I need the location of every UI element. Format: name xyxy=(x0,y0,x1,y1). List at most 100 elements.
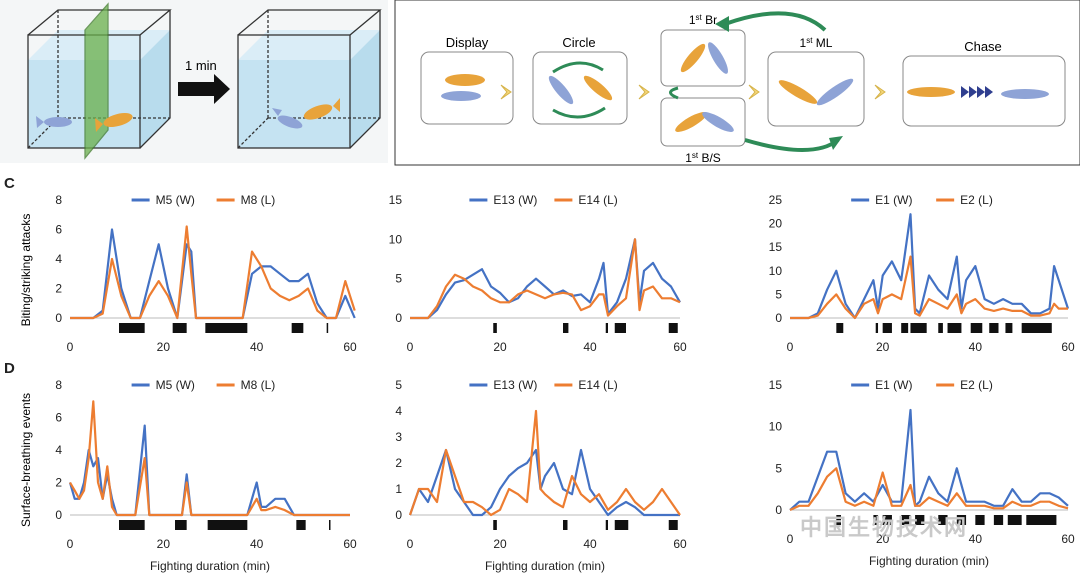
fish-right-orange xyxy=(303,98,340,120)
event-bar xyxy=(836,515,841,525)
event-bar xyxy=(605,323,608,333)
chevron-right-icon xyxy=(500,84,512,100)
legend-label: M8 (L) xyxy=(241,378,276,392)
x-tick-label: 0 xyxy=(67,340,74,354)
panel-label-c: C xyxy=(4,175,15,192)
event-bar xyxy=(956,515,967,525)
tank-illustration: 1 min xyxy=(27,2,382,160)
behavior-diagram: Display Circle 1st Br 1st B/S 1st ML xyxy=(394,0,1080,166)
fish-icon xyxy=(441,91,481,101)
y-tick-label: 2 xyxy=(395,456,402,470)
x-tick-label: 20 xyxy=(157,537,171,551)
fish-left-orange xyxy=(95,113,133,132)
x-tick-label: 0 xyxy=(407,537,414,551)
stage-display-label: Display xyxy=(446,35,489,50)
y-tick-label: 0 xyxy=(395,311,402,325)
y-tick-label: 10 xyxy=(389,232,403,246)
chart-c2: 0 5 10 15 0 20 40 60 E13 (W) E14 (L) xyxy=(389,193,687,354)
x-tick-label: 60 xyxy=(1061,532,1075,546)
event-bar xyxy=(326,323,329,333)
legend-label: E13 (W) xyxy=(493,193,537,207)
box-first-ml xyxy=(767,51,865,127)
event-bar xyxy=(175,520,187,530)
series-line-loser xyxy=(789,467,1069,512)
event-bar xyxy=(493,323,497,333)
y-tick-label: 3 xyxy=(395,430,402,444)
fish-icon xyxy=(907,87,955,97)
arrowhead-icon xyxy=(715,16,729,32)
event-bar xyxy=(1005,323,1013,333)
y-tick-label: 20 xyxy=(769,217,783,231)
series-line-winner xyxy=(70,228,356,320)
y-tick-label: 4 xyxy=(55,252,62,266)
circle-arrow-icon xyxy=(552,61,604,74)
fish-right-blue xyxy=(272,108,303,129)
y-tick-label: 8 xyxy=(55,193,62,207)
fish-icon xyxy=(583,75,613,101)
event-bar xyxy=(119,520,145,530)
legend-label: M5 (W) xyxy=(156,378,195,392)
box-chase xyxy=(902,55,1066,127)
event-bar xyxy=(882,515,892,525)
fish-icon xyxy=(445,74,485,86)
series-line-winner xyxy=(408,448,680,517)
event-bar xyxy=(938,323,943,333)
event-bar xyxy=(119,323,145,333)
event-bar xyxy=(563,520,568,530)
event-bar xyxy=(910,323,927,333)
ylabel-c: Biting/striking attacks xyxy=(19,214,33,327)
x-tick-label: 20 xyxy=(157,340,171,354)
chart-d2: 0 1 2 3 4 5 0 20 40 60 E13 (W) E14 (L) Fighting dura… xyxy=(395,378,687,573)
series-line-loser xyxy=(790,255,1068,320)
event-bar xyxy=(1026,515,1057,525)
x-tick-label: 20 xyxy=(876,340,890,354)
fish-icon xyxy=(675,112,707,132)
chevron-right-icon xyxy=(638,84,650,100)
ylabel-c-wrap: Biting/striking attacks xyxy=(19,214,33,327)
event-bar xyxy=(291,323,304,333)
box-first-bite xyxy=(660,29,746,87)
x-tick-label: 40 xyxy=(583,340,597,354)
event-bar xyxy=(563,323,569,333)
legend-label: E1 (W) xyxy=(875,378,912,392)
legend-label: E13 (W) xyxy=(493,378,537,392)
y-tick-label: 6 xyxy=(55,223,62,237)
y-tick-label: 10 xyxy=(769,264,783,278)
circle-arrow-icon xyxy=(552,106,606,119)
event-bar xyxy=(296,520,306,530)
chart-c1: 0 2 4 6 8 0 20 40 60 M5 (W) M8 (L) xyxy=(55,193,357,354)
x-tick-label: 40 xyxy=(969,532,983,546)
chevron-right-icon xyxy=(874,84,886,100)
x-tick-label: 40 xyxy=(250,340,264,354)
legend-label: E14 (L) xyxy=(578,193,617,207)
series-line-loser xyxy=(70,225,356,320)
panel-b-behavior-sequence: Display Circle 1st Br 1st B/S 1st ML xyxy=(393,0,1080,170)
y-tick-label: 0 xyxy=(55,508,62,522)
series-line-winner xyxy=(789,408,1069,511)
arrow-label: 1 min xyxy=(185,58,217,73)
fish-icon xyxy=(708,42,728,74)
fish-icon xyxy=(778,80,818,104)
watermark-text: 中国生物技术网 xyxy=(800,515,969,540)
x-tick-label: 20 xyxy=(493,537,507,551)
stage-first-ml-label: 1st ML xyxy=(800,36,833,51)
event-bar xyxy=(989,323,999,333)
y-tick-label: 2 xyxy=(55,476,62,490)
event-bar xyxy=(882,323,892,333)
event-bar xyxy=(614,520,629,530)
y-tick-label: 15 xyxy=(389,193,403,207)
event-bar xyxy=(901,323,909,333)
panel-label-d: D xyxy=(4,360,15,377)
ylabel-d-wrap: Surface-breathing events xyxy=(19,393,33,527)
legend-label: E1 (W) xyxy=(875,193,912,207)
x-tick-label: 40 xyxy=(969,340,983,354)
series-line-winner xyxy=(68,424,350,517)
x-tick-label: 40 xyxy=(250,537,264,551)
event-bar xyxy=(970,323,983,333)
x-tick-label: 20 xyxy=(876,532,890,546)
chart-d3: 0 5 10 15 0 20 40 60 E1 (W) E2 (L) Fighting durati… xyxy=(769,378,1075,568)
event-bar xyxy=(915,515,925,525)
y-tick-label: 2 xyxy=(55,282,62,296)
y-tick-label: 4 xyxy=(55,443,62,457)
fish-icon xyxy=(680,43,706,73)
